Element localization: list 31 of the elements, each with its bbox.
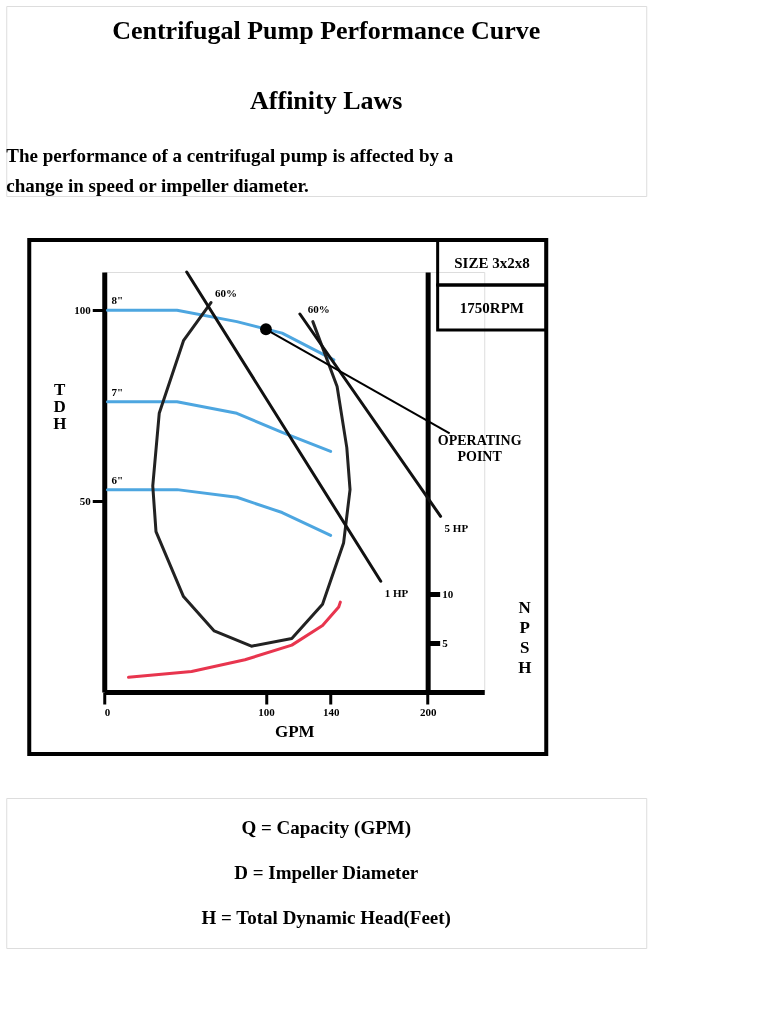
text: D = Impeller Diameter [234,862,419,883]
text: SIZE 3x2x8 [454,254,530,271]
chart-title: Centrifugal Pump Performance Curve [112,16,541,45]
y-axis-title: TDH [53,379,67,433]
x-tick-label: 140 [322,705,340,718]
x-tick-label: 200 [419,705,437,718]
text: Q = Capacity (GPM) [241,817,412,839]
line-series [105,400,333,453]
series-label: 60% [214,286,237,299]
annotation: OPERATING POINT [437,433,522,465]
y2-tick-label: 10 [442,587,454,600]
line-series [127,600,342,679]
y2-tick-label: 5 [442,636,449,649]
series-label: 6" [111,473,124,486]
x-axis-title: GPM [274,721,315,741]
series-label: 7" [111,385,124,398]
line-series [105,308,336,362]
line-series [151,301,352,648]
line-series [105,488,333,537]
annotation: 60% [307,302,330,315]
text: The performance of a centrifugal pump is affected by a change in speed or impeller diameter. [6,145,454,196]
series-label: 5 HP [444,522,469,535]
text: H = Total Dynamic Head(Feet) [201,907,451,929]
y-tick-label: 50 [79,494,92,507]
annotation: 1750RPM [459,299,525,316]
chart-subtitle: Affinity Laws [250,86,403,115]
series-label: 1 HP [384,587,409,600]
x-tick-label: 100 [258,705,276,718]
x-tick-label: 0 [104,705,111,718]
y2-axis-title: NPSH [518,598,532,678]
series-label: 8" [111,294,124,307]
